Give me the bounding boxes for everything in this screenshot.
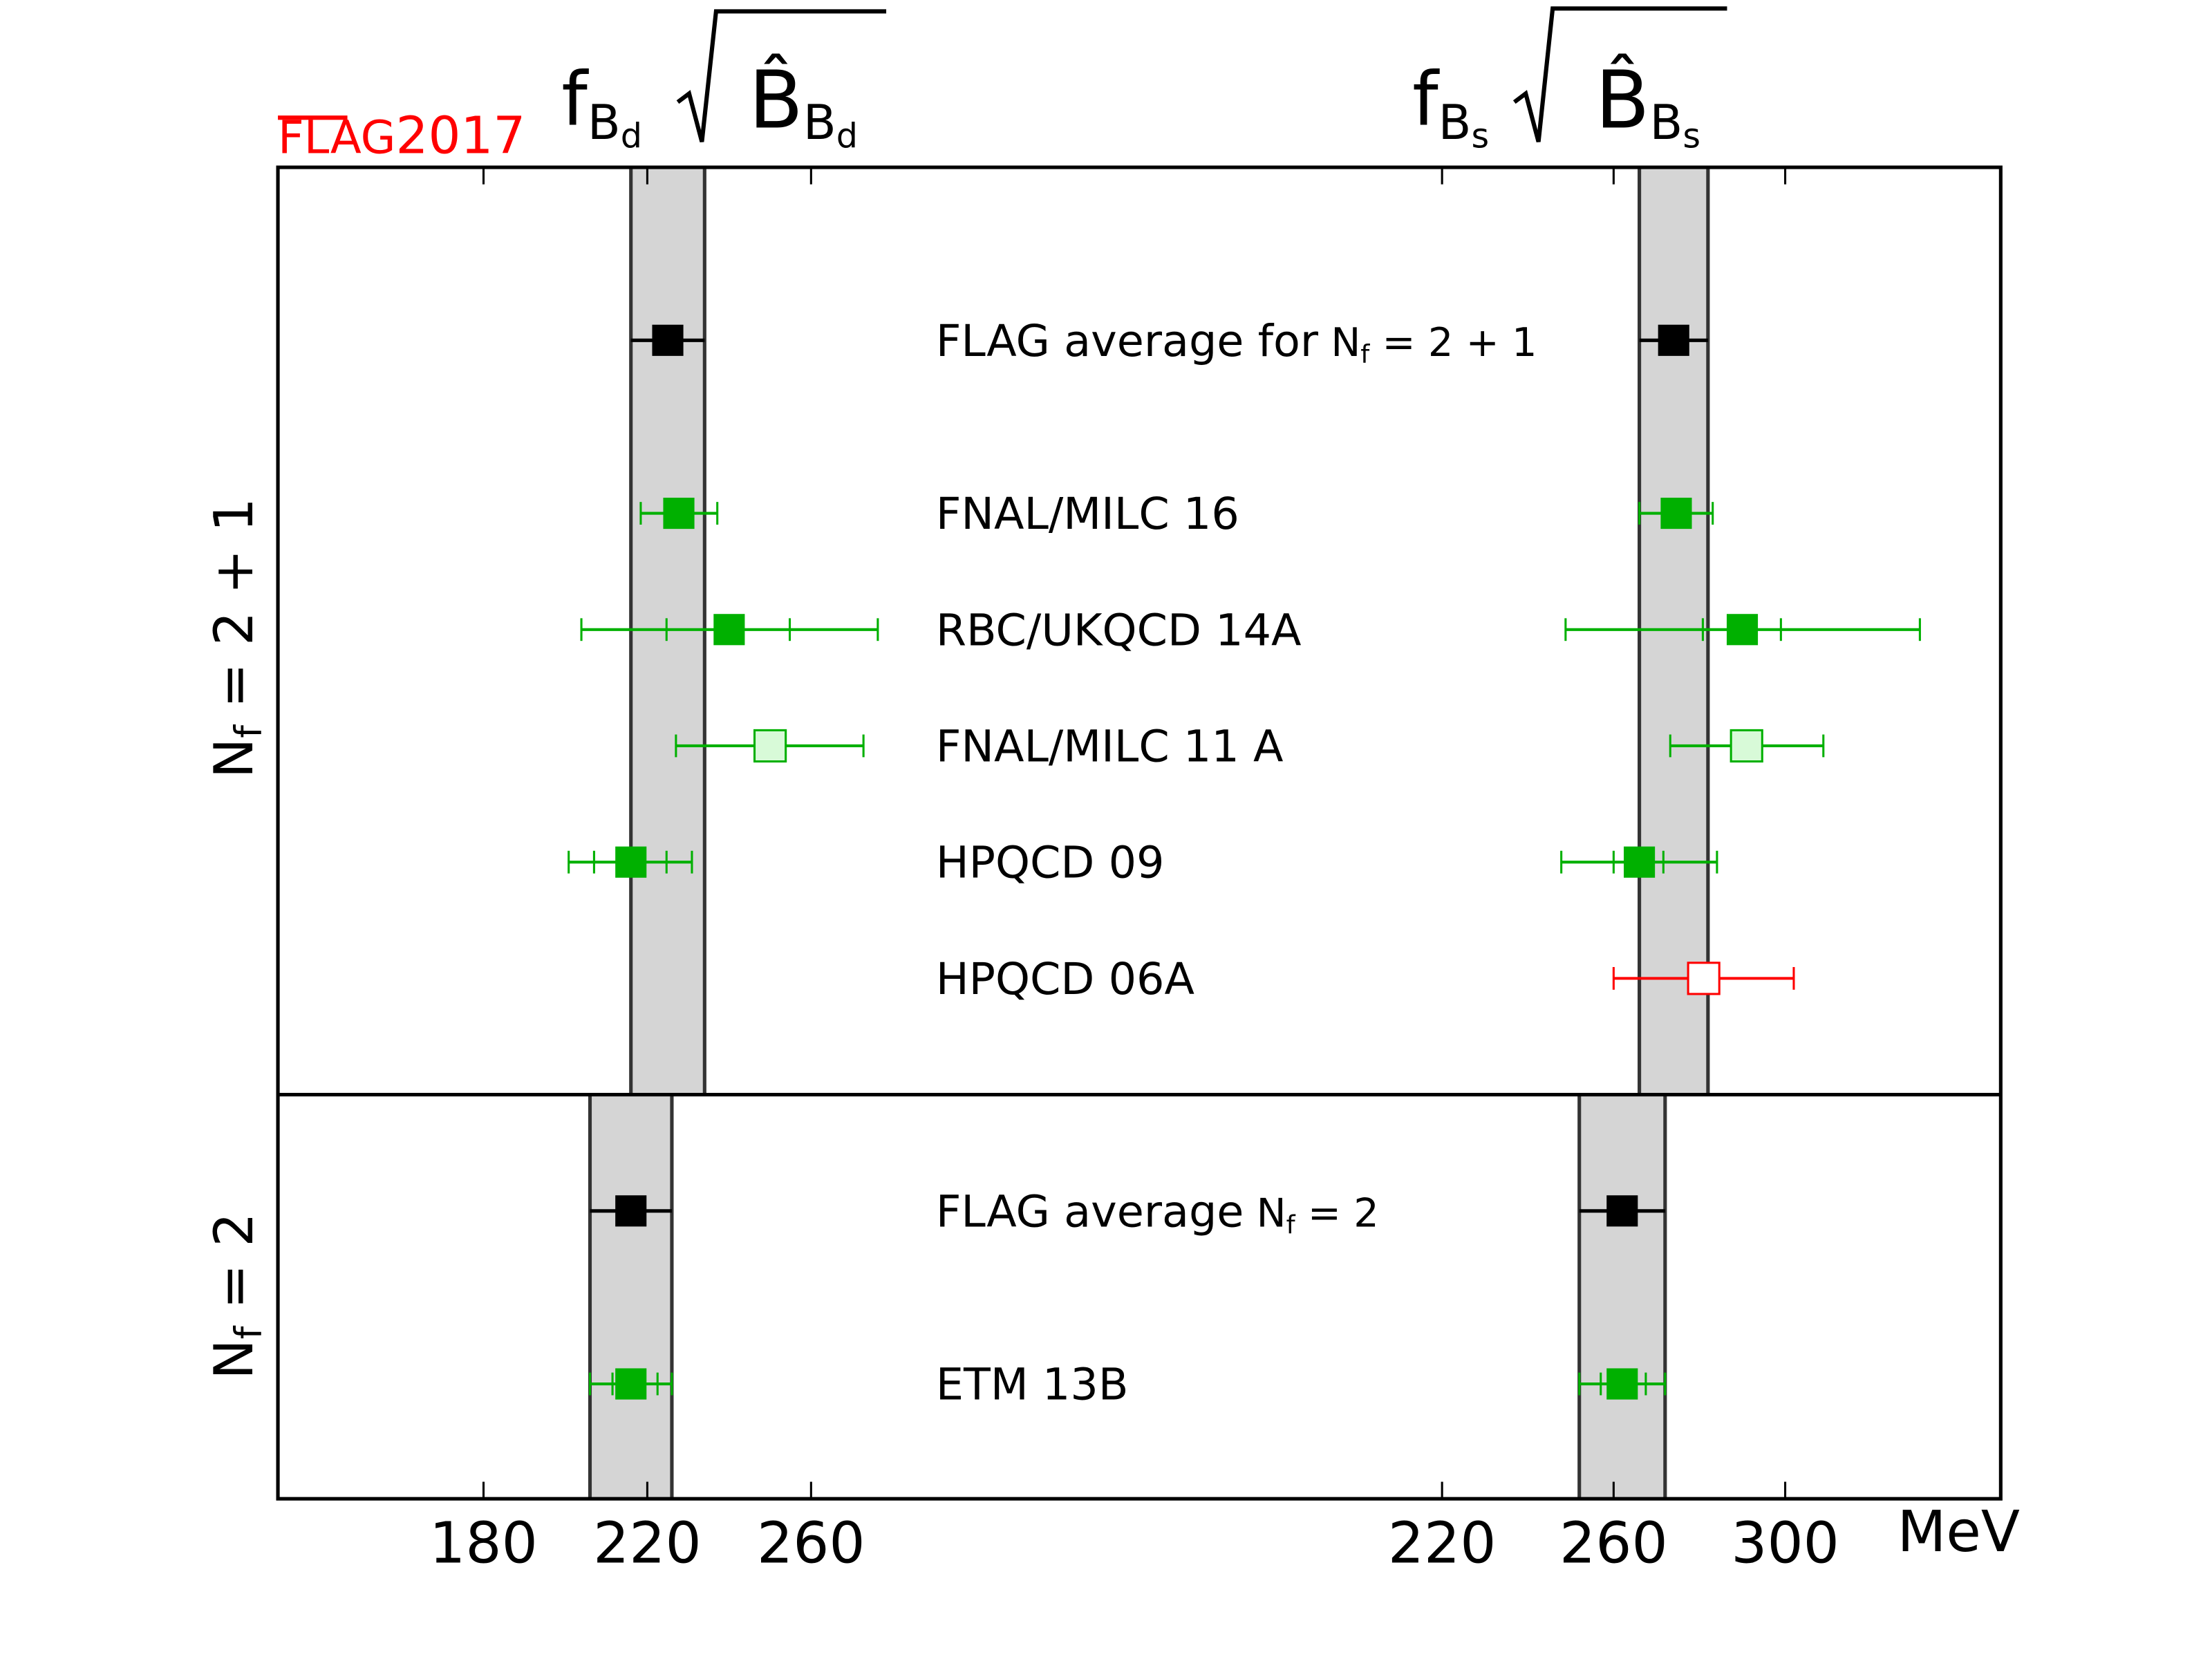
series-label: RBC/UKQCD 14A	[936, 604, 1302, 655]
watermark: FLAG2017	[278, 106, 525, 166]
panel-label-nf-2p1: Nf = 2 + 1	[203, 498, 270, 778]
series-label: FLAG average for Nf = 2 + 1	[936, 315, 1537, 369]
tick-label: 180	[429, 1511, 538, 1577]
sqrt-icon	[1512, 6, 1727, 142]
data-point	[1660, 498, 1692, 529]
tick-label: 300	[1731, 1511, 1839, 1577]
data-point	[753, 729, 787, 763]
tick-label: 220	[1388, 1511, 1497, 1577]
average-band	[590, 1094, 672, 1499]
series-label: FLAG average Nf = 2	[936, 1185, 1379, 1239]
unit-label: MeV	[1897, 1499, 2020, 1565]
plot-frame	[276, 165, 2003, 1501]
series-label: ETM 13B	[936, 1359, 1129, 1410]
svg-text:B̂Bd: B̂Bd	[749, 55, 858, 156]
data-point	[615, 1368, 647, 1400]
watermark-flag: FLAG	[278, 112, 395, 165]
data-point	[1606, 1195, 1638, 1227]
data-point	[663, 498, 695, 529]
data-point	[713, 614, 745, 646]
svg-text:FLAG2017: FLAG2017	[278, 106, 525, 166]
data-point	[615, 1195, 647, 1227]
title-right: fBs B̂Bs	[1412, 6, 1727, 156]
tick-label: 260	[1559, 1511, 1668, 1577]
sqrt-icon	[676, 9, 887, 142]
title-left: fBd B̂Bd	[561, 9, 887, 156]
series-label: FNAL/MILC 11 A	[936, 721, 1284, 772]
watermark-year: 2017	[395, 106, 525, 166]
svg-text:B̂Bs: B̂Bs	[1595, 55, 1700, 156]
svg-text:fBs: fBs	[1412, 57, 1489, 156]
data-point	[615, 846, 647, 878]
tick-label: 220	[593, 1511, 702, 1577]
data-point	[1730, 729, 1763, 763]
panel-label-nf-2: Nf = 2	[203, 1212, 270, 1380]
data-point	[1687, 962, 1721, 995]
data-point	[1606, 1368, 1638, 1400]
data-point	[1726, 614, 1759, 646]
data-point	[1624, 846, 1656, 878]
average-band	[1579, 1094, 1665, 1499]
tick-label: 260	[757, 1511, 865, 1577]
data-point	[1658, 324, 1689, 356]
series-label: FNAL/MILC 16	[936, 488, 1239, 539]
svg-text:fBd: fBd	[561, 57, 642, 156]
series-label: HPQCD 06A	[936, 953, 1194, 1004]
data-point	[652, 324, 684, 356]
series-label: HPQCD 09	[936, 837, 1165, 888]
